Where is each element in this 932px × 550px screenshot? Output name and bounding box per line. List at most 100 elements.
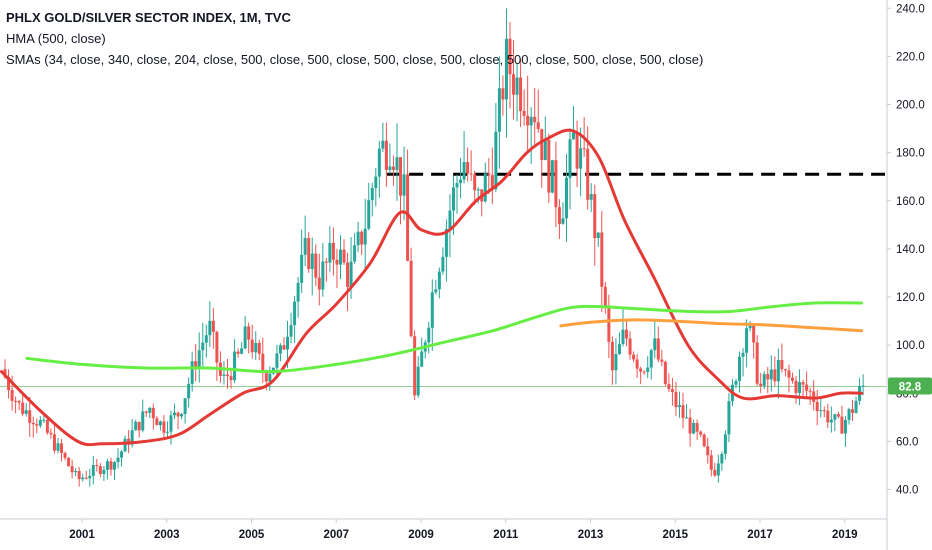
y-tick-label: 100.0: [896, 340, 925, 352]
candle-body: [589, 194, 593, 200]
candle-body: [300, 254, 304, 283]
candle-body: [399, 157, 403, 196]
candle-body: [81, 477, 85, 480]
candle-body: [31, 422, 35, 425]
candle-body: [349, 261, 353, 288]
candle-body: [635, 359, 639, 369]
candle-body: [240, 348, 244, 354]
candle-body: [84, 477, 88, 479]
candle-body: [60, 443, 64, 453]
candle-body: [815, 401, 819, 412]
sma-green-line: [25, 301, 864, 374]
candle-body: [293, 301, 297, 326]
candle-body: [165, 431, 169, 433]
y-tick-label: 120.0: [896, 292, 925, 304]
candle-body: [653, 338, 657, 351]
candle-body: [395, 157, 399, 170]
candle-body: [843, 420, 847, 434]
candle-body: [28, 410, 32, 423]
x-tick-label: 2009: [408, 529, 434, 541]
candle-body: [734, 381, 738, 385]
candle-body: [572, 132, 576, 140]
candle-body: [215, 331, 219, 363]
candle-body: [201, 342, 205, 351]
x-tick-label: 2001: [69, 529, 95, 541]
candle-body: [402, 174, 406, 196]
x-tick-label: 2015: [662, 529, 688, 541]
candle-body: [526, 115, 530, 126]
candle-body: [603, 286, 607, 306]
last-price-badge: [888, 377, 932, 395]
candle-body: [699, 431, 703, 435]
candle-body: [822, 410, 826, 412]
candle-body: [596, 232, 600, 239]
candle-body: [441, 256, 445, 272]
candle-body: [790, 377, 794, 381]
candle-body: [723, 434, 727, 454]
candle-body: [194, 361, 198, 370]
candle-body: [286, 336, 290, 350]
x-axis[interactable]: 2001 2003 2005 2007 2009 2011 2013 2015 2017 2019: [69, 519, 858, 541]
candle-body: [268, 373, 272, 382]
candle-body: [529, 116, 533, 126]
candle-body: [466, 162, 470, 174]
candle-body: [381, 140, 385, 149]
candle-body: [720, 453, 724, 464]
candle-body: [692, 422, 696, 434]
candle-body: [607, 305, 611, 342]
candle-body: [155, 418, 159, 426]
candle-body: [459, 179, 463, 184]
candle-body: [861, 385, 865, 387]
candle-body: [236, 351, 240, 354]
candle-body: [769, 369, 773, 380]
candle-body: [748, 325, 752, 329]
candle-body: [52, 434, 56, 451]
candle-body: [254, 342, 258, 353]
candle-body: [614, 354, 618, 371]
candle-body: [617, 344, 621, 355]
y-tick-label: 140.0: [896, 244, 925, 256]
candle-body: [3, 369, 7, 377]
candle-body: [504, 38, 508, 100]
last-price-tag: 82.8: [888, 377, 932, 395]
candle-body: [74, 471, 78, 473]
y-tick-label: 180.0: [896, 148, 925, 160]
sma-orange-line: [559, 318, 864, 333]
candle-body: [416, 366, 420, 396]
candle-body: [745, 328, 749, 353]
candle-body: [14, 400, 18, 402]
candle-body: [536, 122, 540, 130]
candle-body: [600, 232, 604, 287]
candle-body: [787, 370, 791, 378]
candle-body: [49, 432, 53, 435]
candle-body: [130, 430, 134, 445]
candle-body: [829, 419, 833, 423]
candle-body: [45, 419, 49, 433]
candle-body: [854, 400, 858, 413]
candle-body: [406, 174, 410, 261]
candle-body: [88, 475, 92, 479]
candle-body: [752, 325, 756, 343]
candle-body: [356, 231, 360, 246]
candle-body: [674, 391, 678, 408]
plot-area[interactable]: [0, 8, 887, 487]
candle-body: [759, 383, 763, 386]
candle-body: [688, 417, 692, 434]
candle-body: [455, 183, 459, 188]
candle-body: [801, 382, 805, 385]
candle-body: [738, 356, 742, 382]
candle-body: [229, 376, 233, 381]
candle-body: [222, 374, 226, 376]
candle-body: [840, 416, 844, 434]
candle-body: [384, 140, 388, 170]
candle-body: [550, 160, 554, 193]
candle-body: [805, 384, 809, 391]
candle-body: [70, 466, 74, 473]
candle-body: [646, 367, 650, 372]
candle-body: [391, 166, 395, 170]
candle-body: [197, 350, 201, 370]
candles: [3, 8, 865, 487]
